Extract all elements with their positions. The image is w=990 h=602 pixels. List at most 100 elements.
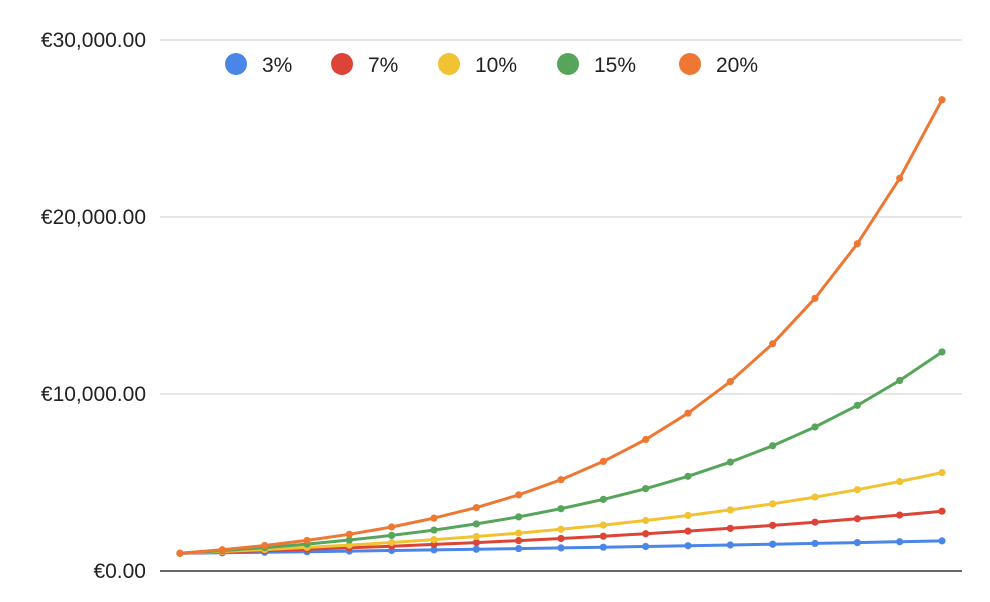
- data-point: [853, 240, 861, 248]
- data-point: [811, 294, 819, 302]
- data-point: [176, 549, 184, 557]
- series-layer: [176, 96, 946, 557]
- data-point: [388, 531, 396, 540]
- data-point: [345, 536, 353, 544]
- data-point: [938, 468, 946, 477]
- data-point: [769, 340, 777, 348]
- data-point: [642, 435, 650, 444]
- data-point: [642, 542, 650, 551]
- data-point: [388, 538, 396, 547]
- data-point: [726, 378, 734, 386]
- legend-marker: [438, 53, 460, 75]
- data-point: [388, 523, 396, 531]
- data-point: [684, 527, 692, 535]
- data-point: [557, 505, 565, 513]
- y-tick-label: €20,000.00: [41, 206, 146, 229]
- series-15-pct: [176, 348, 946, 557]
- data-point: [896, 376, 904, 385]
- data-point: [515, 529, 523, 537]
- data-point: [726, 506, 734, 514]
- data-point: [938, 96, 946, 104]
- data-point: [261, 541, 269, 550]
- data-point: [472, 503, 480, 512]
- data-point: [472, 538, 480, 547]
- y-tick-label: €30,000.00: [41, 29, 146, 52]
- legend-label: 15%: [594, 54, 636, 77]
- data-point: [557, 534, 565, 543]
- data-point: [515, 536, 523, 545]
- y-tick-label: €10,000.00: [41, 383, 146, 406]
- data-point: [642, 485, 650, 493]
- y-tick-label: €0.00: [93, 560, 146, 583]
- data-point: [684, 542, 692, 550]
- series-line: [178, 350, 944, 555]
- data-point: [218, 546, 226, 554]
- data-point: [938, 348, 946, 356]
- data-point: [472, 520, 480, 528]
- data-point: [642, 516, 650, 525]
- data-point: [430, 514, 438, 522]
- legend-item: 20%: [679, 53, 758, 77]
- data-point: [769, 442, 777, 450]
- data-point: [557, 544, 565, 552]
- legend-label: 3%: [262, 54, 292, 77]
- data-point: [811, 539, 819, 548]
- data-point: [769, 500, 777, 508]
- data-point: [769, 521, 777, 529]
- data-point: [938, 537, 946, 545]
- data-point: [515, 491, 523, 499]
- data-point: [896, 538, 904, 546]
- data-point: [345, 530, 353, 538]
- data-point: [938, 507, 946, 515]
- data-point: [430, 526, 438, 534]
- data-point: [684, 511, 692, 520]
- series-line: [178, 98, 944, 555]
- data-point: [303, 536, 311, 545]
- data-point: [430, 536, 438, 544]
- legend-marker: [557, 53, 579, 75]
- data-point: [811, 518, 819, 526]
- data-point: [853, 515, 861, 523]
- legend-label: 10%: [475, 54, 517, 77]
- legend-item: 7%: [331, 53, 398, 77]
- data-point: [896, 511, 904, 519]
- data-point: [599, 532, 607, 540]
- legend-marker: [225, 53, 247, 75]
- data-point: [896, 477, 904, 486]
- data-point: [472, 545, 480, 553]
- data-point: [726, 458, 734, 466]
- legend-item: 3%: [225, 53, 292, 77]
- data-point: [472, 532, 480, 541]
- data-point: [811, 493, 819, 501]
- data-point: [684, 409, 692, 417]
- legend-marker: [679, 53, 701, 75]
- y-axis-tick-labels: €0.00 €10,000.00 €20,000.00 €30,000.00: [41, 29, 146, 583]
- data-point: [599, 495, 607, 503]
- data-point: [853, 538, 861, 547]
- data-point: [599, 543, 607, 551]
- data-point: [599, 457, 607, 466]
- series-20-pct: [176, 96, 946, 557]
- data-point: [726, 524, 734, 532]
- gridlines: [160, 39, 962, 572]
- data-point: [345, 541, 353, 549]
- data-point: [557, 476, 565, 484]
- legend-label: 20%: [716, 54, 758, 77]
- data-point: [599, 521, 607, 529]
- legend: 3% 7% 10% 15% 20%: [225, 53, 758, 77]
- data-point: [769, 540, 777, 548]
- data-point: [642, 530, 650, 538]
- data-point: [811, 423, 819, 431]
- data-point: [896, 174, 904, 182]
- legend-item: 15%: [557, 53, 636, 77]
- legend-item: 10%: [438, 53, 517, 77]
- data-point: [430, 546, 438, 554]
- data-point: [515, 513, 523, 521]
- data-point: [684, 472, 692, 480]
- data-point: [853, 486, 861, 494]
- legend-marker: [331, 53, 353, 75]
- data-point: [515, 544, 523, 553]
- data-point: [853, 401, 861, 409]
- legend-label: 7%: [368, 54, 398, 77]
